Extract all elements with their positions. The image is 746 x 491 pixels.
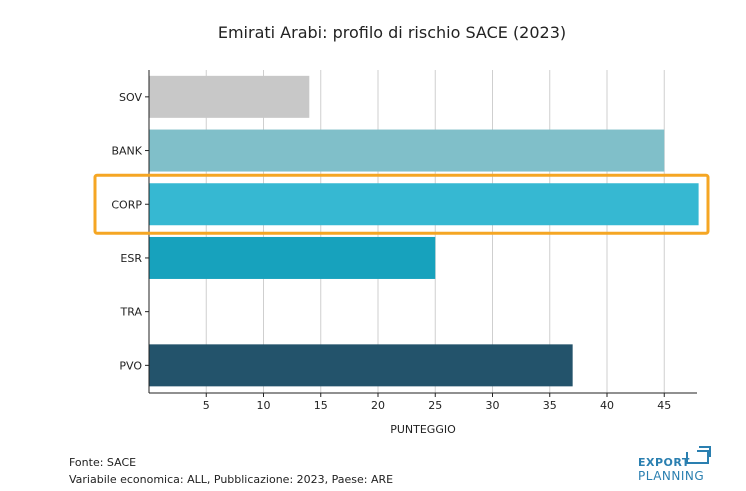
bar-corp [149, 183, 699, 226]
grid-lines [205, 70, 665, 393]
logo-text-export: EXPORT [638, 456, 690, 469]
highlight-rectangle [93, 173, 710, 235]
x-axis-label: PUNTEGGIO [390, 423, 456, 436]
x-tick-label: 40 [600, 399, 614, 412]
variable-note: Variabile economica: ALL, Pubblicazione:… [69, 473, 394, 486]
y-tick-label: SOV [119, 91, 142, 104]
export-planning-logo: EXPORT PLANNING [637, 446, 715, 486]
highlight-box [93, 173, 710, 235]
y-tick-label: PVO [119, 359, 142, 372]
source-note: Fonte: SACE [69, 456, 137, 469]
y-tick-label: BANK [111, 145, 142, 158]
y-tick-label: CORP [111, 198, 142, 211]
bar-pvo [149, 344, 573, 387]
bars [149, 75, 699, 387]
logo-text-planning: PLANNING [638, 469, 705, 483]
x-tick-label: 5 [203, 399, 210, 412]
y-tick-label: ESR [120, 252, 142, 265]
x-tick-label: 30 [486, 399, 500, 412]
bar-sov [149, 75, 310, 118]
logo-icon [686, 446, 711, 464]
x-tick-label: 10 [257, 399, 271, 412]
x-tick-label: 15 [314, 399, 328, 412]
chart-title: Emirati Arabi: profilo di rischio SACE (… [218, 23, 566, 42]
x-tick-label: 35 [543, 399, 557, 412]
x-tick-label: 20 [371, 399, 385, 412]
bar-esr [149, 236, 436, 279]
y-tick-label: TRA [120, 306, 143, 319]
x-tick-label: 45 [657, 399, 671, 412]
bar-bank [149, 129, 665, 172]
x-tick-label: 25 [428, 399, 442, 412]
y-axis-labels: SOV BANK CORP ESR TRA PVO [111, 91, 149, 372]
x-axis-ticks: 5 10 15 20 25 30 35 40 45 [203, 393, 671, 412]
